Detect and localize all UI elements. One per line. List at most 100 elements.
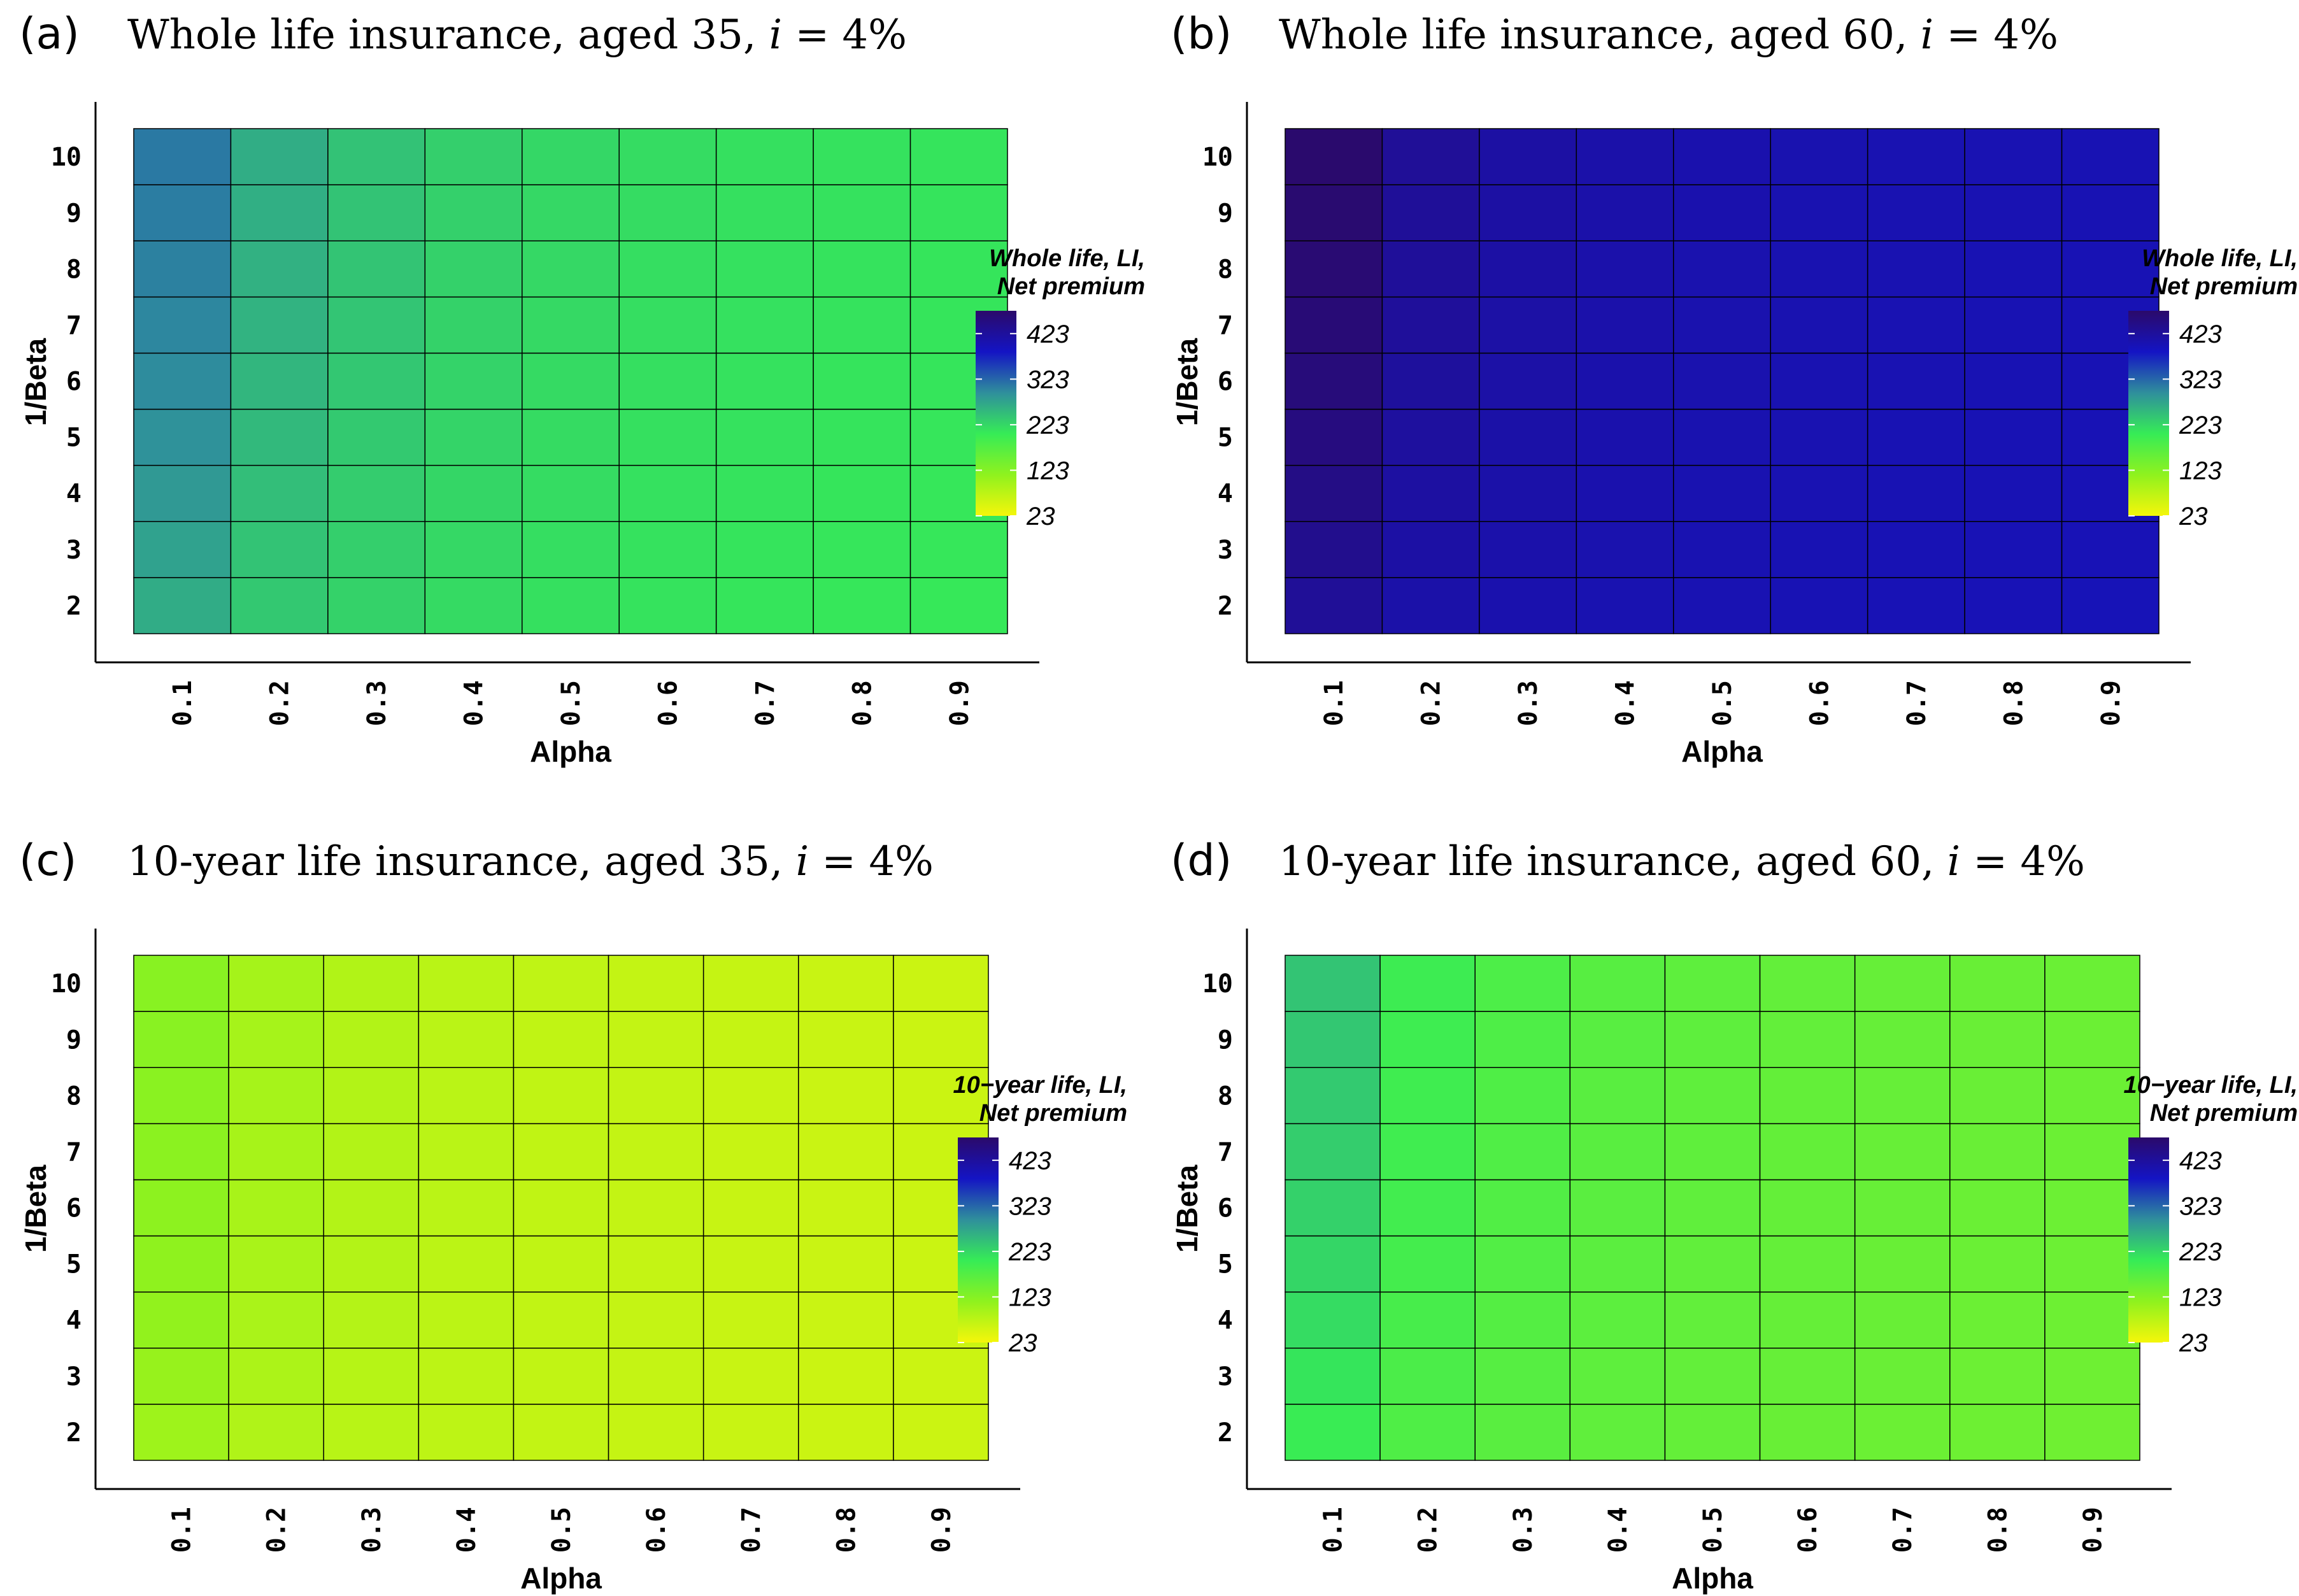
heatmap-cell [1576, 521, 1674, 578]
heatmap-cell [1949, 1123, 2046, 1181]
heatmap-cell [1770, 464, 1868, 522]
heatmap-cell [715, 521, 814, 578]
heatmap-cell [424, 521, 523, 578]
heatmap-cell [1479, 296, 1577, 354]
heatmap-cell [1964, 408, 2063, 466]
heatmap-cell [893, 1067, 989, 1125]
heatmap-cell [418, 1179, 515, 1237]
heatmap-cell [1949, 955, 2046, 1012]
heatmap-cell [1285, 184, 1383, 241]
legend-tick-label: 223 [1008, 1238, 1051, 1266]
legend-tick-label: 23 [1026, 502, 1055, 531]
heatmap-cell [608, 1348, 704, 1405]
heatmap-cell [813, 128, 911, 185]
x-tick-label: 0.4 [1604, 1507, 1633, 1553]
x-tick-label: 0.4 [452, 1507, 481, 1553]
heatmap-cell [1379, 1179, 1476, 1237]
x-tick-label: 0.3 [1509, 1507, 1538, 1553]
y-tick-label: 6 [1218, 1194, 1233, 1223]
y-tick-label: 3 [66, 1362, 82, 1392]
heatmap-cell [1867, 408, 1965, 466]
heatmap-cell [418, 1123, 515, 1181]
heatmap-cell [513, 1235, 609, 1293]
y-tick-label: 6 [66, 1194, 82, 1223]
heatmap-cell [1867, 577, 1965, 634]
y-tick-label: 9 [66, 1025, 82, 1055]
x-tick-label: 0.3 [1514, 680, 1543, 726]
heatmap-cell [133, 521, 232, 578]
heatmap-cell [618, 184, 717, 241]
heatmap-cell [1285, 577, 1383, 634]
heatmap-cell [513, 1291, 609, 1349]
heatmap-cell [522, 577, 620, 634]
heatmap-cell [1759, 1235, 1856, 1293]
heatmap-cell [893, 1348, 989, 1405]
heatmap-cell [1664, 955, 1761, 1012]
heatmap-cell [230, 240, 329, 298]
legend-tick-label: 223 [2179, 1238, 2222, 1266]
heatmap-cell [813, 296, 911, 354]
panel-title: 10-year life insurance, aged 60, i = 4% [1279, 838, 2085, 885]
y-tick-label: 9 [1218, 199, 1233, 228]
x-tick-label: 0.9 [945, 680, 974, 726]
heatmap-cell [1381, 352, 1480, 410]
legend-tick-label: 123 [1027, 457, 1069, 485]
heatmap-cell [1949, 1348, 2046, 1405]
y-tick-label: 5 [66, 424, 82, 453]
heatmap-cell [133, 464, 232, 522]
heatmap-cell [228, 1291, 324, 1349]
heatmap-cell [513, 1348, 609, 1405]
heatmap-cell [327, 240, 426, 298]
legend-title: Net premium [997, 273, 1145, 300]
heatmap-cell [327, 128, 426, 185]
heatmap-cell [798, 1235, 894, 1293]
legend-title: 10−year life, LI, [953, 1072, 1127, 1099]
heatmap-cell [513, 1404, 609, 1461]
x-tick-label: 0.1 [167, 1507, 197, 1553]
heatmap-cell [618, 240, 717, 298]
panel-title: 10-year life insurance, aged 35, i = 4% [127, 838, 934, 885]
heatmap-cell [1479, 184, 1577, 241]
legend-tick-label: 423 [1027, 320, 1069, 348]
heatmap-cell [1285, 1123, 1381, 1181]
heatmap-cell [1474, 1291, 1571, 1349]
heatmap-cell [1964, 240, 2063, 298]
legend-title: Whole life, LI, [2142, 245, 2298, 272]
x-tick-label: 0.8 [1983, 1507, 2012, 1553]
heatmap-cell [1479, 521, 1577, 578]
heatmap-cell [1479, 240, 1577, 298]
heatmap-cell [1673, 296, 1771, 354]
heatmap-cell [1285, 352, 1383, 410]
heatmap-cell [228, 1235, 324, 1293]
x-tick-label: 0.2 [1417, 680, 1446, 726]
heatmap-cell [2044, 955, 2140, 1012]
heatmap-cell [1576, 352, 1674, 410]
heatmap-cell [418, 1291, 515, 1349]
legend-tick-label: 223 [2179, 411, 2222, 439]
y-tick-label: 7 [1218, 311, 1233, 340]
heatmap-cell [798, 1011, 894, 1068]
heatmap-cell [327, 464, 426, 522]
heatmap-cell [133, 1011, 229, 1068]
heatmap-cell [1770, 184, 1868, 241]
heatmap-cell [1664, 1235, 1761, 1293]
heatmap-panel-a: (a) Whole life insurance, aged 35, i = 4%… [19, 9, 1145, 768]
legend-title: Net premium [2150, 1100, 2298, 1127]
heatmap-cell [608, 1235, 704, 1293]
heatmap-cell [798, 1291, 894, 1349]
heatmap-cell [618, 577, 717, 634]
heatmap-cell [133, 128, 232, 185]
heatmap-cell [702, 955, 799, 1012]
heatmap-cell [424, 296, 523, 354]
heatmap-cell [1285, 296, 1383, 354]
legend-title: 10−year life, LI, [2123, 1072, 2298, 1099]
heatmap-cell [1673, 240, 1771, 298]
heatmap-cell [230, 184, 329, 241]
heatmap-cell [1474, 1235, 1571, 1293]
heatmap-panel-c: (c) 10-year life insurance, aged 35, i = … [19, 836, 1127, 1595]
y-axis-label: 1/Beta [1171, 1165, 1204, 1253]
y-tick-label: 2 [66, 1418, 82, 1448]
heatmap-cell [230, 464, 329, 522]
heatmap-cell [1569, 955, 1666, 1012]
heatmap-cell [424, 352, 523, 410]
